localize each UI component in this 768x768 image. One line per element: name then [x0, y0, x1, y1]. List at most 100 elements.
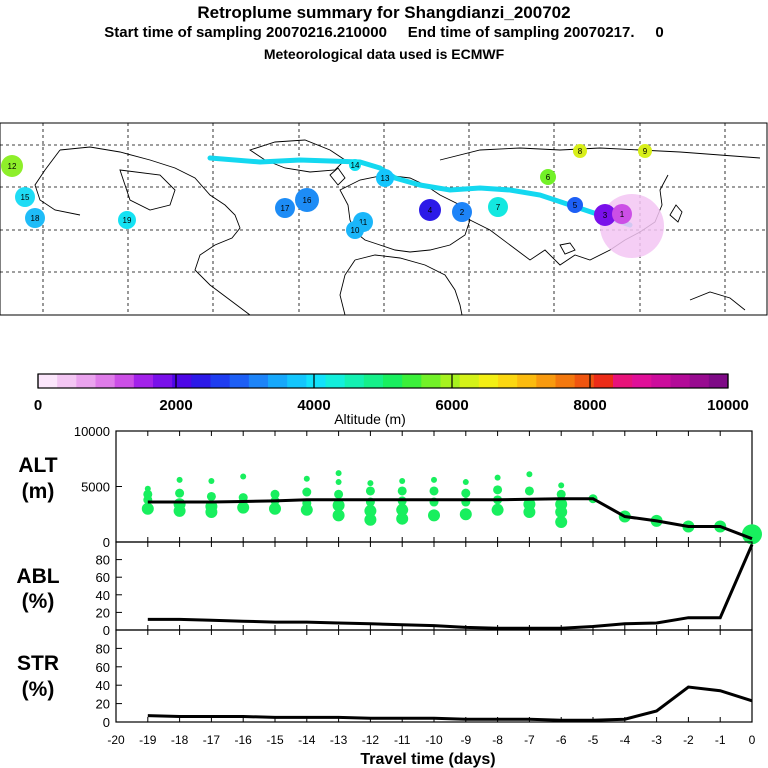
plume-marker-label: 14 [351, 161, 360, 170]
colorbar-tick-label: 4000 [297, 397, 330, 414]
plume-marker-label: 1 [620, 210, 625, 219]
altitude-scatter-point [238, 493, 248, 503]
altitude-scatter-point [399, 477, 406, 484]
altitude-scatter-point [428, 509, 440, 522]
colorbar-tick-label: 0 [34, 397, 42, 414]
y-tick-label: 60 [96, 660, 110, 675]
trajectory-path [207, 155, 633, 228]
y-tick-label: 40 [96, 588, 110, 603]
plume-marker [452, 202, 472, 222]
plume-marker-label: 19 [123, 216, 132, 225]
series-line [147, 544, 754, 630]
colorbar-swatch [57, 374, 77, 388]
plume-marker-label: 15 [21, 193, 30, 202]
x-tick-label: -3 [651, 733, 662, 747]
x-tick-label: -6 [556, 733, 567, 747]
altitude-scatter-point [459, 508, 472, 521]
y-tick-label: 40 [96, 678, 110, 693]
colorbar-swatch [153, 374, 173, 388]
altitude-scatter-point [431, 476, 437, 483]
plume-marker-label: 7 [496, 203, 501, 212]
altitude-scatter-point [396, 503, 409, 516]
altitude-scatter-point [556, 489, 566, 499]
x-tick-label: -13 [330, 733, 348, 747]
x-tick-label: -14 [298, 733, 316, 747]
altitude-scatter-point [205, 506, 218, 519]
x-tick-label: -1 [715, 733, 726, 747]
altitude-scatter-point [302, 487, 312, 497]
colorbar-swatch [210, 374, 231, 388]
colorbar-label: Altitude (m) [334, 411, 406, 427]
x-tick-label: -7 [524, 733, 535, 747]
colorbar-swatch [459, 374, 480, 388]
altitude-scatter-point [555, 516, 568, 529]
plume-marker [118, 211, 136, 229]
altitude-scatter-point [175, 488, 185, 498]
y-tick-label: 60 [96, 570, 110, 585]
altitude-scatter-point [141, 502, 154, 515]
colorbar-swatch [651, 374, 671, 388]
colorbar-swatch [402, 374, 422, 388]
plume-marker [295, 188, 319, 212]
altitude-scatter-point [335, 479, 342, 486]
plume-marker [376, 169, 394, 187]
panel-frame [115, 541, 753, 631]
plume-marker-label: 5 [573, 201, 578, 210]
plume-marker-label: 3 [603, 211, 608, 220]
altitude-scatter-point [303, 475, 310, 482]
colorbar-swatch [498, 374, 518, 388]
colorbar-swatch [363, 374, 384, 388]
altitude-scatter-point [240, 473, 247, 480]
colorbar-swatch [574, 374, 595, 388]
plume-marker [488, 197, 508, 217]
x-tick-label: -20 [107, 733, 125, 747]
time-series-panels: 1000050000ALT(m)806040200ABL(%)806040200… [16, 424, 762, 768]
plume-marker-label: 4 [428, 206, 433, 215]
altitude-colorbar: 0 2000 4000 6000 8000 10000 Altitude (m) [34, 373, 749, 427]
y-tick-label: 0 [103, 715, 110, 730]
colorbar-swatch [478, 374, 499, 388]
altitude-scatter-point [396, 512, 409, 525]
plume-marker-label: 2 [460, 208, 465, 217]
plume-marker [275, 198, 295, 218]
x-tick-label: -17 [203, 733, 221, 747]
y-tick-label: 80 [96, 641, 110, 656]
plume-marker [419, 199, 441, 221]
altitude-scatter-point [429, 486, 439, 496]
y-tick-label: 0 [103, 623, 110, 638]
plume-marker [612, 204, 632, 224]
x-tick-label: -4 [619, 733, 630, 747]
panel-alt: 10000 5000 0 ALT (m) [18, 424, 762, 550]
x-axis-label: Travel time (days) [360, 751, 495, 768]
panel-abl: 80 60 40 20 0 ABL(%) [16, 541, 754, 638]
panel-label: (m) [22, 480, 55, 503]
altitude-scatter-point [365, 486, 375, 496]
plume-marker-label: 6 [546, 173, 551, 182]
colorbar-swatch [708, 374, 729, 388]
altitude-scatter-point [367, 480, 374, 487]
plume-marker [567, 197, 583, 213]
x-tick-label: -18 [171, 733, 189, 747]
altitude-scatter-point [397, 486, 407, 496]
chart-title: Retroplume summary for Shangdianzi_20070… [197, 3, 571, 22]
plume-marker [638, 144, 652, 158]
x-tick-label: -5 [588, 733, 599, 747]
colorbar-swatch [536, 374, 556, 388]
altitude-scatter-point [332, 509, 345, 522]
plume-marker-label: 12 [8, 162, 17, 171]
y-tick-label: 5000 [81, 480, 110, 495]
plume-marker [25, 208, 45, 228]
colorbar-swatch [325, 374, 346, 388]
colorbar-swatch [517, 374, 537, 388]
altitude-scatter-point [555, 506, 568, 519]
y-tick-label: 80 [96, 553, 110, 568]
colorbar-swatch [421, 374, 441, 388]
altitude-scatter-point [335, 470, 342, 477]
altitude-scatter-point [462, 479, 469, 486]
altitude-scatter-point [742, 524, 762, 545]
panel-frame [115, 629, 753, 723]
colorbar-swatch [76, 374, 96, 388]
